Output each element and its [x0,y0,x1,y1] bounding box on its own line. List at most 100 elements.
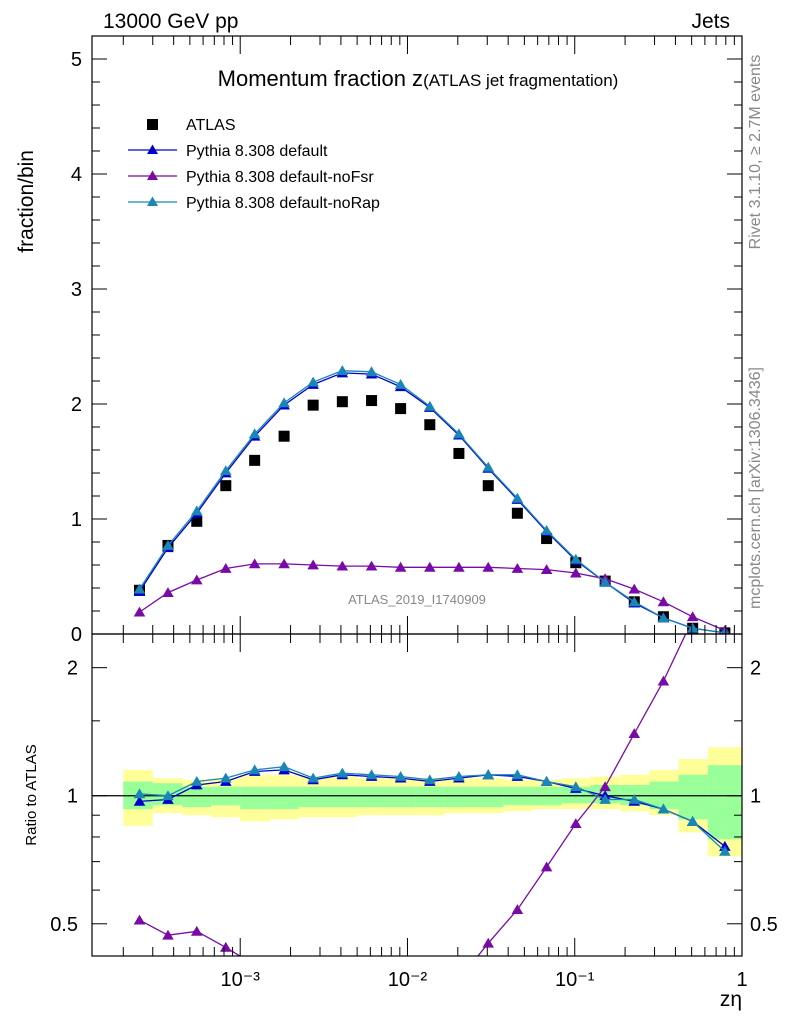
data-point-pythia-8-308-default-nofsr [162,587,174,597]
data-point-atlas [220,480,232,492]
main-plot-title-sub: (ATLAS jet fragmentation) [423,71,618,90]
ratio-y-tick-label-right: 1 [750,786,761,808]
ratio-y-tick-label: 2 [67,658,78,680]
data-point-pythia-8-308-default-nofsr [394,561,407,572]
data-point-pythia-8-308-default-nofsr [570,567,582,578]
data-point-pythia-8-308-default-norap [220,465,232,476]
data-point-pythia-8-308-default-norap [133,583,146,594]
ratio-point-pythia-8-308-default-nofsr [453,974,465,984]
x-tick-label: 10⁻¹ [555,969,595,991]
ratio-point-pythia-8-308-default-norap [424,774,436,785]
ratio-point-pythia-8-308-default-norap [719,845,731,856]
ratio-point-pythia-8-308-default-nofsr [511,904,524,914]
uncertainty-band-stat [474,786,504,808]
ratio-point-pythia-8-308-default [133,795,146,806]
data-point-pythia-8-308-default-norap [191,505,203,516]
x-tick-label: 10⁻³ [220,969,260,991]
main-y-tick-label: 1 [71,509,82,531]
ratio-y-axis-label: Ratio to ATLAS [23,744,40,845]
ratio-point-pythia-8-308-default-nofsr [337,1019,349,1024]
data-point-atlas [366,395,378,407]
uncertainty-band-stat [182,786,212,808]
data-point-atlas [307,399,319,411]
ratio-point-pythia-8-308-default-nofsr [133,914,146,925]
ratio-point-pythia-8-308-default-norap [191,776,203,786]
data-point-pythia-8-308-default-norap [657,612,670,623]
analysis-watermark: ATLAS_2019_I1740909 [348,592,486,607]
data-point-pythia-8-308-default-nofsr [307,559,319,570]
data-point-pythia-8-308-default-nofsr [540,564,553,574]
ratio-point-pythia-8-308-default-norap [336,767,349,778]
ratio-point-pythia-8-308-default-norap [599,793,611,804]
ratio-point-pythia-8-308-default-norap [220,772,232,783]
data-point-pythia-8-308-default-nofsr [248,558,261,569]
ratio-point-pythia-8-308-default-nofsr [540,861,553,872]
data-point-pythia-8-308-default-norap [162,539,174,550]
data-point-pythia-8-308-default-norap [307,376,319,387]
uncertainty-band-stat [357,786,387,808]
data-point-pythia-8-308-default-norap [570,553,582,564]
data-point-atlas [541,533,553,545]
data-point-pythia-8-308-default-nofsr [336,560,349,571]
ratio-point-pythia-8-308-default-norap [365,769,378,780]
ratio-point-pythia-8-308-default-norap [511,769,524,780]
legend-item-norap: Pythia 8.308 default-noRap [128,195,380,212]
data-point-pythia-8-308-default-nofsr [628,583,641,594]
ratio-point-pythia-8-308-default-norap [394,770,407,781]
ratio-point-pythia-8-308-default-nofsr [249,960,261,970]
data-point-pythia-8-308-default-nofsr [220,562,232,573]
legend-item-default: Pythia 8.308 default [128,143,328,160]
ratio-point-pythia-8-308-default-nofsr [424,1001,436,1011]
uncertainty-band-stat [240,786,270,810]
data-point-atlas [191,515,203,527]
ratio-point-pythia-8-308-default-nofsr [628,728,641,738]
ratio-point-pythia-8-308-default-nofsr [599,781,611,792]
data-point-pythia-8-308-default-nofsr [191,574,203,585]
data-point-atlas [453,447,465,459]
ratio-axis-ticks: 0.5 0.5 1 1 2 2 10⁻³ 10⁻² 10⁻¹ 1 [50,634,778,991]
ratio-plot-frame [91,633,743,957]
header-left: 13000 GeV pp [103,10,238,33]
data-point-atlas [511,507,523,519]
uncertainty-band-stat [386,786,416,808]
data-point-atlas [278,430,290,442]
data-point-pythia-8-308-default-norap [394,378,407,389]
legend-item-atlas: ATLAS [147,117,236,134]
data-point-pythia-8-308-default-nofsr [424,561,436,572]
data-point-pythia-8-308-default-nofsr [482,561,495,572]
ratio-point-pythia-8-308-default-norap [278,761,290,772]
data-point-pythia-8-308-default-norap [720,627,729,634]
data-point-pythia-8-308-default-norap [686,622,699,633]
ratio-y-tick-label-right: 2 [750,658,761,680]
uncertainty-band-stat [328,786,358,808]
main-plot-marks [133,365,731,634]
main-y-tick-label: 2 [71,394,82,416]
uncertainty-band-stat [678,774,708,820]
ratio-point-pythia-8-308-default-nofsr [220,941,232,952]
ratio-point-pythia-8-308-default-norap [162,790,174,801]
main-y-tick-label: 0 [71,624,82,646]
ratio-point-pythia-8-308-default-norap [657,803,670,814]
uncertainty-band-stat [269,786,299,810]
main-plot-title: Momentum fraction z(ATLAS jet fragmentat… [218,66,619,91]
data-point-pythia-8-308-default-nofsr [511,562,524,573]
data-point-pythia-8-308-default-nofsr [686,611,699,622]
legend-label-atlas: ATLAS [186,117,236,134]
uncertainty-band-stat [298,786,329,808]
legend-triangle-marker-nofsr [147,170,158,180]
ratio-point-pythia-8-308-default-nofsr [278,979,290,989]
ratio-point-pythia-8-308-default-nofsr [482,937,495,948]
legend-item-nofsr: Pythia 8.308 default-noFsr [128,169,374,186]
ratio-point-pythia-8-308-default-norap [307,772,319,783]
ratio-y-tick-label: 0.5 [50,914,78,936]
legend-square-marker [147,119,158,130]
ratio-point-pythia-8-308-default-norap [540,776,553,786]
ratio-point-pythia-8-308-default-nofsr [719,587,731,597]
data-point-pythia-8-308-default-norap [540,525,553,535]
legend-triangle-marker-default [147,144,158,154]
data-point-pythia-8-308-default-nofsr [133,606,146,617]
data-point-atlas [482,480,494,492]
x-tick-label: 1 [736,969,747,991]
ratio-point-pythia-8-308-default-norap [133,788,146,799]
